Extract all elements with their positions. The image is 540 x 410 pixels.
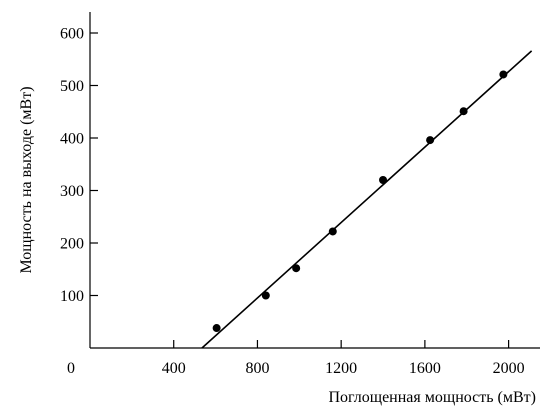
x-tick-label: 800 bbox=[245, 360, 269, 377]
plot-area: 0 400 800 1200 1600 2000 100 200 300 400 500 600 bbox=[60, 12, 540, 377]
x-tick-label: 2000 bbox=[493, 360, 525, 377]
x-axis-title: Поглощенная мощность (мВт) bbox=[328, 389, 536, 406]
fit-line bbox=[201, 50, 533, 349]
y-tick-label: 600 bbox=[60, 26, 84, 43]
y-axis-title: Мощность на выходе (мВт) bbox=[18, 86, 35, 273]
data-point bbox=[292, 264, 301, 273]
y-ticks: 100 200 300 400 500 600 bbox=[60, 26, 98, 305]
data-point bbox=[426, 136, 435, 145]
data-point bbox=[212, 324, 221, 333]
y-tick-label: 200 bbox=[60, 236, 84, 253]
data-point bbox=[499, 70, 508, 79]
x-ticks: 0 400 800 1200 1600 2000 bbox=[67, 340, 525, 377]
x-tick-label: 1600 bbox=[409, 360, 441, 377]
data-point bbox=[379, 176, 388, 184]
y-tick-label: 100 bbox=[60, 288, 84, 305]
data-points bbox=[212, 70, 508, 333]
data-point bbox=[328, 227, 337, 236]
y-tick-label: 500 bbox=[60, 78, 84, 95]
y-tick-label: 400 bbox=[60, 131, 84, 148]
x-tick-label: 1200 bbox=[325, 360, 357, 377]
x-tick-label: 400 bbox=[162, 360, 186, 377]
data-point bbox=[459, 107, 468, 116]
y-tick-label: 300 bbox=[60, 183, 84, 200]
data-point bbox=[261, 291, 270, 300]
x-tick-label: 0 bbox=[67, 360, 75, 377]
